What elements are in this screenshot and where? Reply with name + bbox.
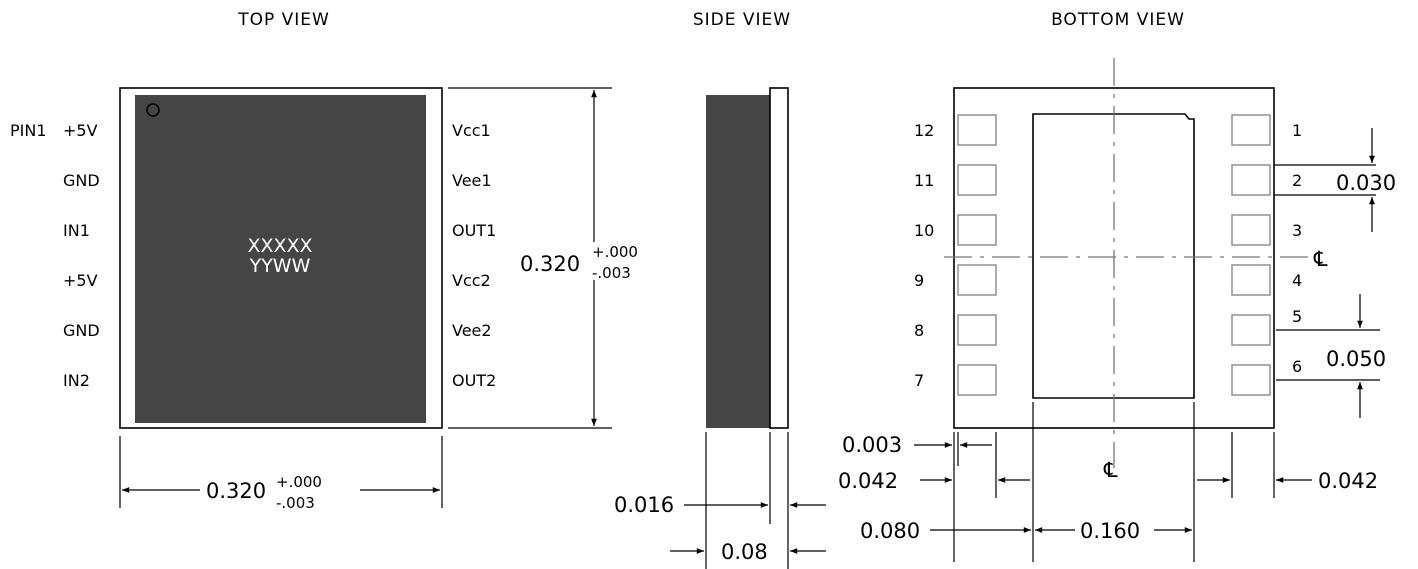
bottom-pad — [957, 164, 997, 196]
marking-line2: YYWW — [249, 255, 311, 277]
edge-gap-value: 0.003 — [842, 433, 902, 457]
bottom-pin-number: 10 — [914, 221, 934, 240]
centerline-symbol-icon: ℄ — [1313, 247, 1328, 271]
bottom-pin-number: 3 — [1292, 221, 1302, 240]
bottom-pin-number: 8 — [914, 321, 924, 340]
side-body-value: 0.08 — [721, 540, 768, 564]
pin1-label: PIN1 — [10, 121, 47, 140]
bottom-pad — [957, 364, 997, 396]
centerline-symbol-icon: ℄ — [1103, 458, 1118, 482]
bottom-pin-number: 11 — [914, 171, 934, 190]
height-tol-minus: -.003 — [592, 264, 631, 282]
height-tol-plus: +.000 — [592, 243, 638, 261]
bottom-pin-number: 12 — [914, 121, 934, 140]
width-dimension-value: 0.320 — [206, 479, 266, 503]
bottom-pad — [957, 214, 997, 246]
bottom-pin-number: 5 — [1292, 307, 1302, 326]
top-package-body — [135, 95, 426, 423]
pad-width-value: 0.030 — [1336, 171, 1396, 195]
bottom-pad — [1231, 314, 1271, 346]
height-dimension-value: 0.320 — [520, 252, 580, 276]
bottom-pad — [1231, 214, 1271, 246]
side-substrate — [769, 87, 789, 429]
bottom-pin-number: 6 — [1292, 357, 1302, 376]
bottom-pad — [957, 314, 997, 346]
bottom-pin-number: 7 — [914, 371, 924, 390]
bottom-pad — [957, 264, 997, 296]
pad-length-right-value: 0.042 — [1318, 469, 1378, 493]
marking-line1: XXXXX — [247, 235, 312, 257]
left-pin-label: IN2 — [63, 371, 90, 390]
right-pin-label: OUT2 — [452, 371, 496, 390]
right-pin-label: Vee2 — [452, 321, 492, 340]
bottom-pad — [1231, 264, 1271, 296]
bottom-package-outline — [953, 87, 1275, 429]
bottom-pad — [957, 114, 997, 146]
side-body — [706, 95, 770, 428]
bottom-pin-number: 4 — [1292, 271, 1302, 290]
left-pin-label: GND — [63, 171, 100, 190]
bottom-pin-number: 1 — [1292, 121, 1302, 140]
side-view: 0.016 0.08 — [614, 87, 826, 569]
pin1-indicator-icon — [146, 103, 160, 117]
exposed-pad — [1032, 113, 1195, 399]
offset-value: 0.080 — [860, 519, 920, 543]
left-pin-label: GND — [63, 321, 100, 340]
bottom-pad — [1231, 164, 1271, 196]
top-package-outline — [119, 87, 443, 429]
right-pin-label: OUT1 — [452, 221, 496, 240]
center-width-value: 0.160 — [1080, 519, 1140, 543]
left-pin-label: +5V — [63, 271, 98, 290]
pad-length-left-value: 0.042 — [838, 469, 898, 493]
bottom-pin-number: 9 — [914, 271, 924, 290]
left-pin-label: IN1 — [63, 221, 90, 240]
width-tol-plus: +.000 — [276, 473, 322, 491]
right-pin-label: Vee1 — [452, 171, 492, 190]
right-pin-label: Vcc2 — [452, 271, 491, 290]
top-view: XXXXX YYWW PIN1 +5V GND IN1 +5V GND IN2 … — [10, 87, 638, 512]
top-view-title: TOP VIEW — [237, 10, 330, 30]
left-pin-label: +5V — [63, 121, 98, 140]
bottom-pin-number: 2 — [1292, 171, 1302, 190]
width-tol-minus: -.003 — [276, 494, 315, 512]
pitch-value: 0.050 — [1326, 347, 1386, 371]
side-thickness-value: 0.016 — [614, 493, 674, 517]
bottom-view: 12 11 10 9 8 7 1 2 3 4 5 6 ℄ ℄ 0.030 0.0… — [838, 58, 1396, 562]
bottom-view-title: BOTTOM VIEW — [1051, 10, 1185, 30]
right-pin-label: Vcc1 — [452, 121, 491, 140]
bottom-pad — [1231, 114, 1271, 146]
side-view-title: SIDE VIEW — [693, 10, 791, 30]
bottom-pad — [1231, 364, 1271, 396]
